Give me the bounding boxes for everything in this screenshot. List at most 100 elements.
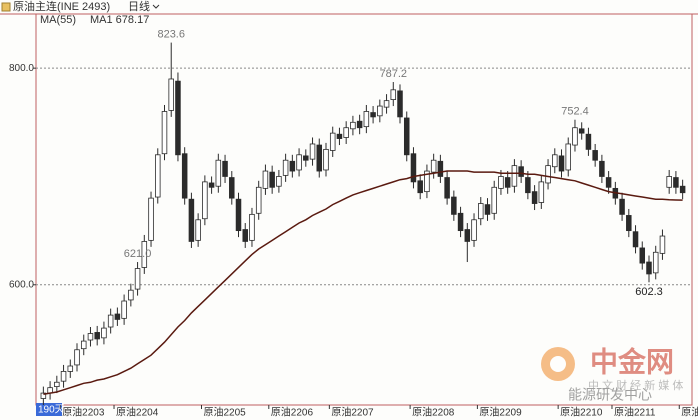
dept: 能源研发中心 (568, 387, 652, 403)
ma-label: MA1 678.17 (90, 14, 149, 26)
candle-body (148, 197, 154, 241)
candle-body (343, 127, 349, 138)
candle-body (491, 186, 497, 214)
candle-body (195, 219, 201, 241)
dropdown-arrow[interactable] (152, 4, 160, 9)
candle-body (666, 176, 672, 188)
candle-body (504, 177, 511, 188)
candle-body (134, 268, 141, 290)
candle-body (309, 143, 316, 160)
candle-body (155, 154, 161, 198)
candle-body (383, 100, 390, 108)
candle-body (235, 198, 242, 232)
x-tick-label: 原油2205 (204, 406, 247, 419)
candle-body (531, 191, 538, 204)
candle-body (40, 392, 47, 399)
slogan: 中 文 财 经 新 媒 体 (588, 378, 683, 392)
candle-body (592, 150, 598, 161)
candle-body (229, 177, 235, 199)
candle-body (424, 170, 430, 193)
candle-body (498, 176, 504, 189)
candle-body (478, 203, 484, 220)
y-tick-label: 800.0 (9, 63, 34, 74)
candle-body (168, 78, 174, 111)
candle-body (437, 160, 444, 177)
candle-body (107, 314, 114, 328)
x-tick-label: 原油2208 (412, 406, 455, 419)
candle-body (471, 219, 477, 241)
candle-body (80, 340, 87, 350)
y-tick-label: 600.0 (9, 279, 34, 290)
candle-body (74, 349, 80, 366)
candle-body (605, 177, 612, 188)
x-tick-label: 原油2211 (614, 406, 656, 419)
candle-body (451, 196, 457, 215)
x-tick-label: 原油2206 (271, 406, 314, 419)
candle-body (276, 176, 282, 187)
brand: 中金网 (590, 345, 674, 377)
candle-body (464, 229, 471, 242)
candle-body (390, 89, 397, 100)
candle-body (356, 120, 363, 129)
candle-body (599, 160, 605, 177)
candle-body (175, 80, 181, 156)
candle-body (410, 153, 417, 183)
candle-body (585, 133, 592, 150)
candle-body (262, 170, 269, 189)
annotation: 621.0 (124, 248, 152, 260)
candle-body (269, 171, 275, 188)
ma-line (43, 170, 683, 395)
candle-body (626, 215, 632, 232)
x-tick-label: 原油2207 (331, 406, 374, 419)
candle-body (457, 212, 464, 232)
candle-body (121, 300, 127, 319)
candle-body (282, 159, 289, 176)
header-icon (1, 2, 11, 12)
period[interactable]: 日线 (128, 0, 150, 13)
candle-body (101, 327, 107, 339)
candle-body (255, 186, 262, 214)
candle-body (316, 144, 323, 172)
x-tick-label: 原油2204 (116, 406, 159, 419)
candle-body (208, 182, 215, 188)
candle-body (128, 289, 134, 301)
candle-body (552, 154, 558, 168)
candle-body (377, 105, 383, 117)
candle-body (417, 180, 423, 194)
candle-body (87, 333, 94, 341)
candle-body (161, 111, 168, 155)
candle-body (350, 121, 356, 130)
candle-body (296, 154, 302, 171)
candle-body (242, 229, 248, 242)
candle-body (484, 204, 491, 215)
candle-body (518, 166, 524, 177)
annotation: 787.2 (380, 68, 408, 80)
candle-body (188, 198, 195, 242)
candle-body (67, 365, 74, 372)
candle-body (646, 261, 652, 275)
candle-body (181, 153, 188, 199)
annotation: 823.6 (157, 29, 185, 41)
candle-body (54, 381, 60, 387)
candle-body (545, 165, 551, 184)
candle-body (572, 127, 578, 146)
candle-body (329, 132, 336, 151)
x-tick-label: 原油 (681, 406, 698, 419)
candle-body (363, 111, 370, 128)
ma-name: MA(55) (40, 14, 76, 26)
candle-body (444, 177, 450, 199)
x-tick-label: 原油2203 (62, 406, 105, 419)
watermark: 中金网 中 文 财 经 新 媒 体 能源研发中心 (541, 345, 683, 403)
candle-body (679, 185, 686, 194)
candle-body (430, 159, 437, 173)
candle-body (249, 213, 255, 241)
candle-body (303, 155, 309, 161)
candle-body (222, 160, 228, 177)
candle-body (94, 332, 100, 340)
candle-body (114, 313, 121, 320)
candle-body (202, 181, 208, 220)
candle-body (323, 148, 329, 171)
candle-body (565, 143, 571, 171)
